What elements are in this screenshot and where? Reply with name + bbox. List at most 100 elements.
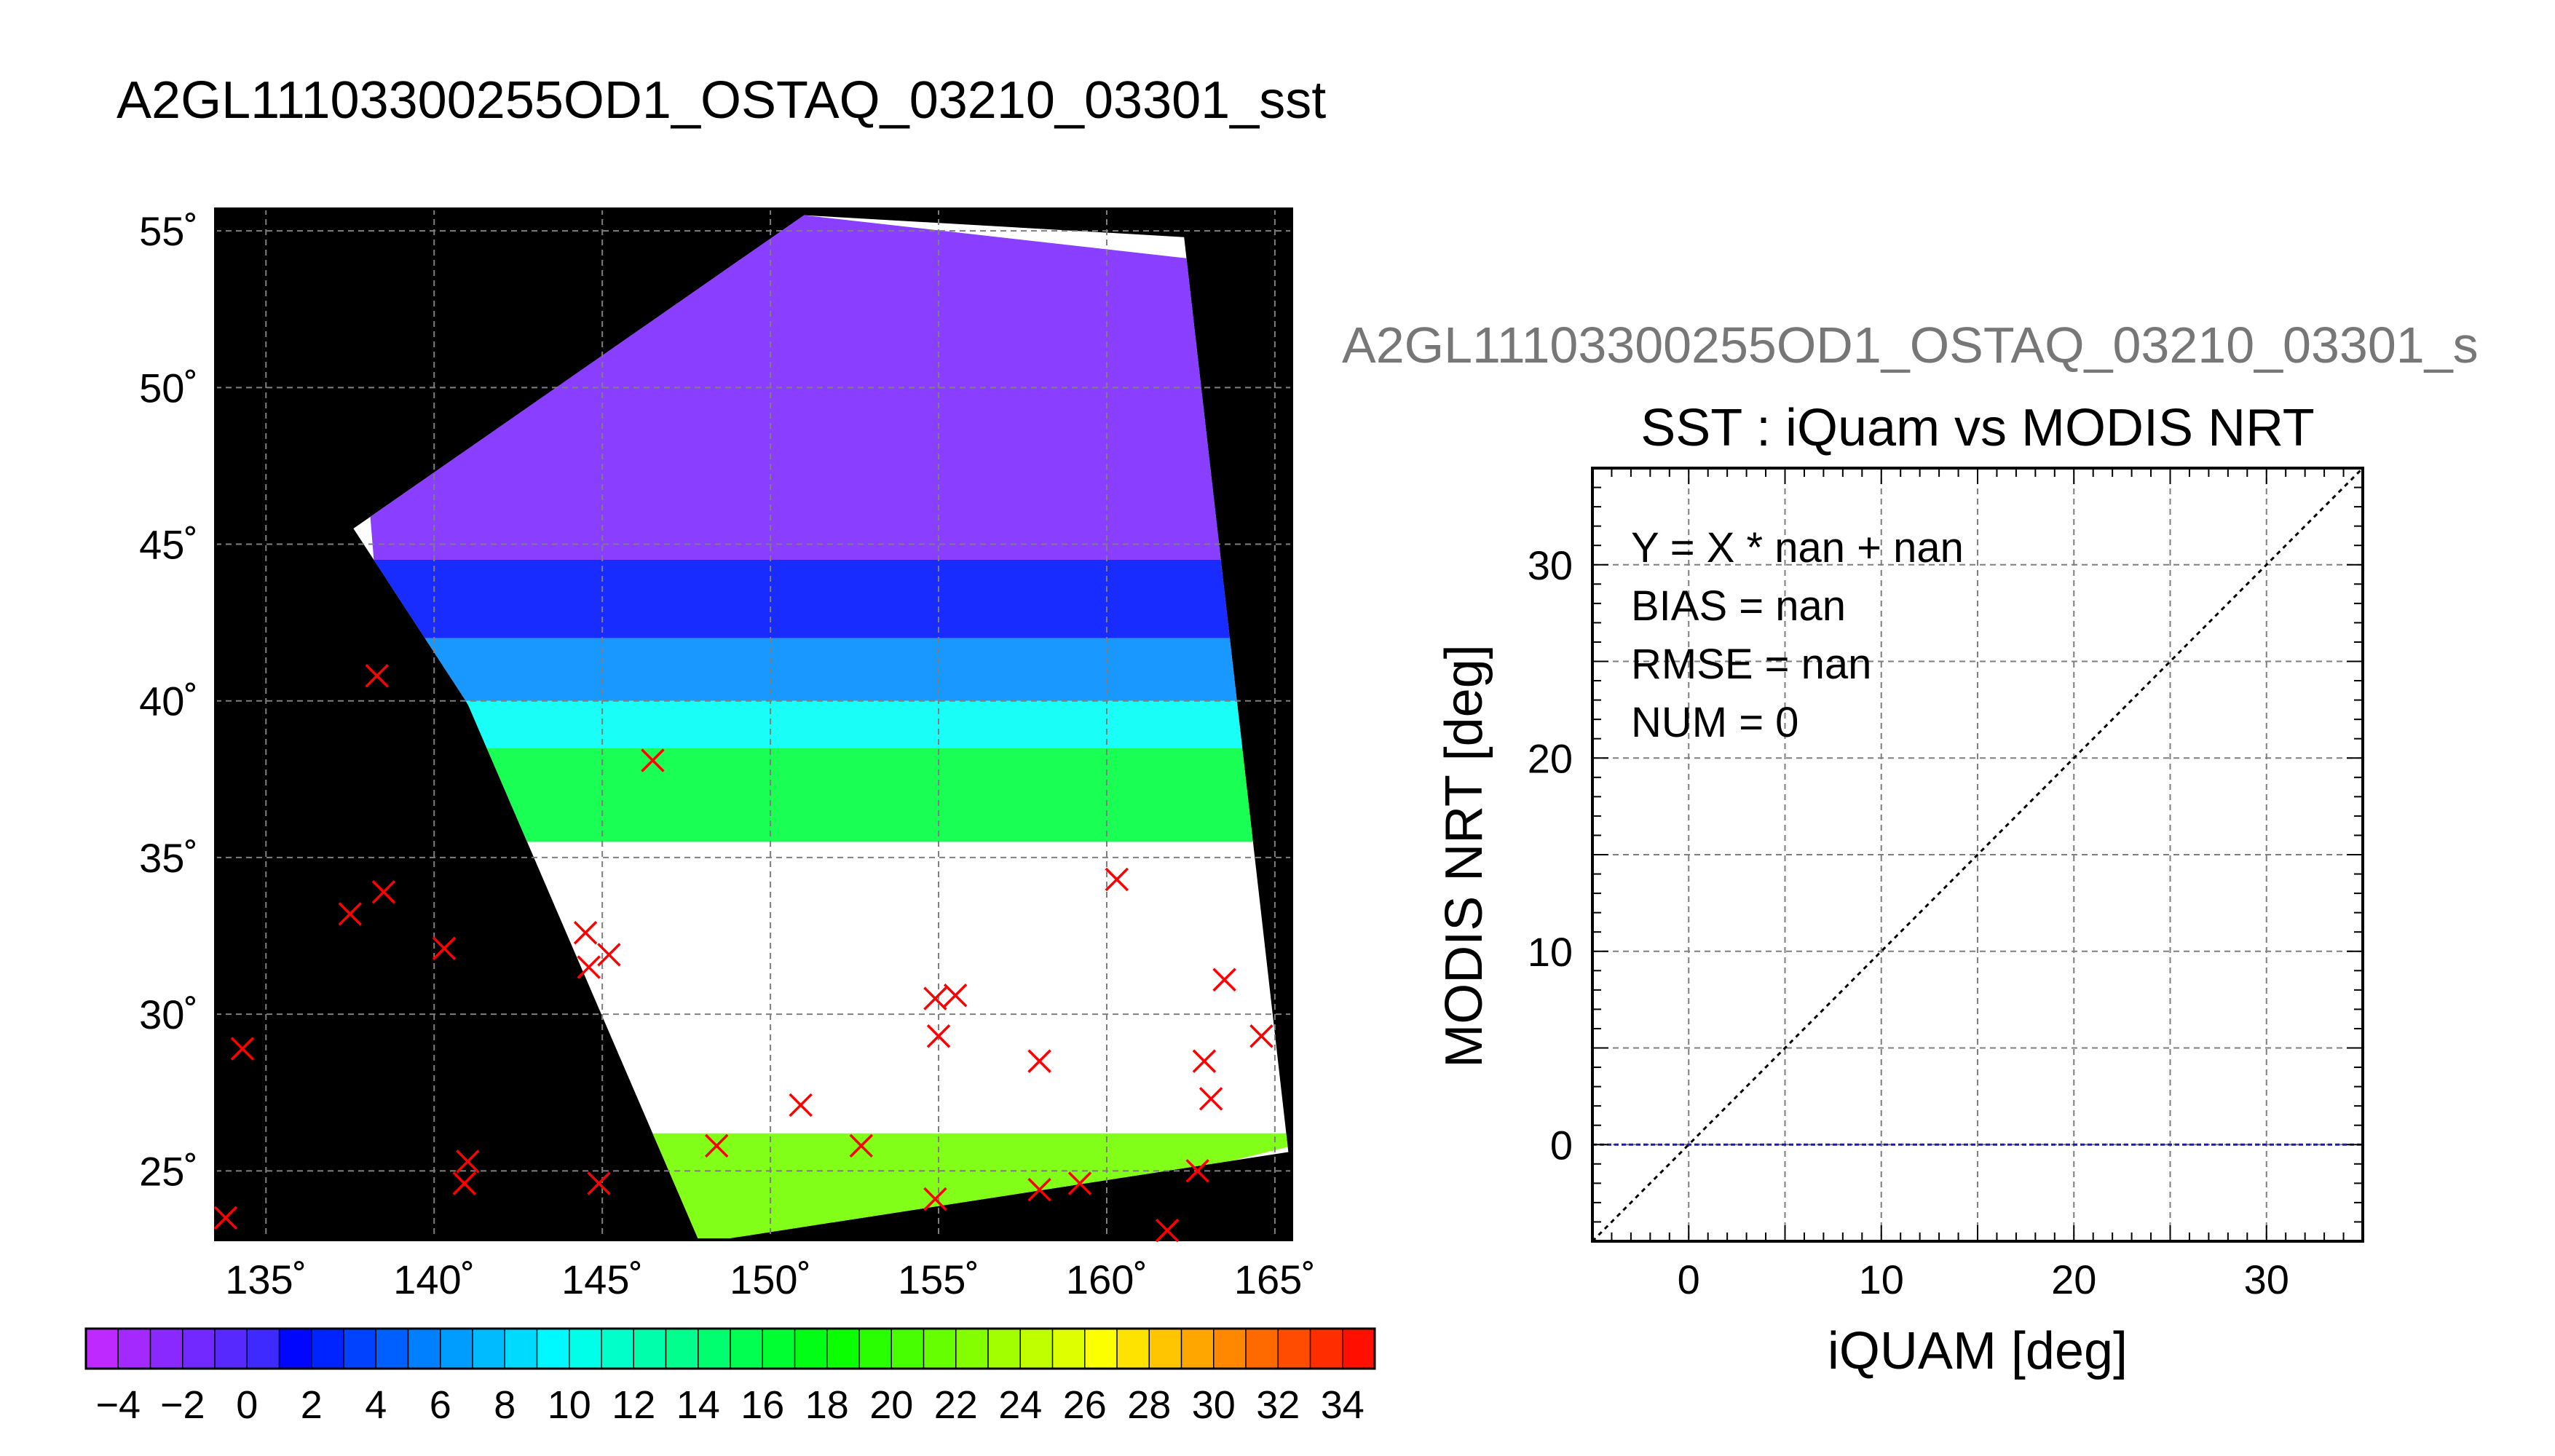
colorbar-cell	[601, 1329, 634, 1369]
iquam-marker	[641, 748, 665, 772]
sst-band-5	[652, 1133, 1288, 1240]
colorbar-cell	[955, 1329, 989, 1369]
iquam-marker-stroke	[365, 664, 389, 688]
scatter-x-tick-labels: 0 10 20 30	[1678, 1257, 2289, 1302]
map-x-tick-label: 165˚	[1234, 1257, 1316, 1302]
iquam-marker-stroke	[452, 1171, 477, 1195]
iquam-marker-stroke	[573, 920, 598, 945]
iquam-marker-stroke	[371, 880, 396, 904]
scatter-y-tick-label: 20	[1528, 735, 1573, 781]
colorbar-cell	[1149, 1329, 1182, 1369]
colorbar-cells	[85, 1329, 1375, 1369]
map-y-tick-label: 50˚	[139, 365, 198, 411]
colorbar-cell	[988, 1329, 1021, 1369]
iquam-marker	[597, 943, 621, 967]
colorbar-cell	[473, 1329, 505, 1369]
colorbar-tick-label: 32	[1256, 1383, 1300, 1427]
colorbar-cell	[762, 1329, 795, 1369]
iquam-marker-stroke	[1249, 1024, 1273, 1048]
iquam-marker-stroke	[789, 1093, 813, 1117]
colorbar-cell	[86, 1329, 119, 1369]
iquam-marker	[213, 1206, 238, 1230]
colorbar-cell	[1181, 1329, 1215, 1369]
colorbar-cell	[215, 1329, 248, 1369]
colorbar-frame	[84, 1327, 1376, 1370]
stats-line-bias: BIAS = nan	[1631, 582, 1846, 630]
iquam-marker	[1027, 1049, 1051, 1073]
colorbar-cell	[794, 1329, 828, 1369]
iquam-marker-stroke	[456, 1150, 480, 1174]
iquam-marker	[1027, 1177, 1051, 1202]
sst-colorbar: −4 −2 0 2 4 6 8 10 12 14 16 18 20 22 24 26 28 30 32 34	[84, 1327, 1376, 1427]
stats-line-count: NUM = 0	[1631, 699, 1798, 746]
scatter-y-axis-label: MODIS NRT [deg]	[1435, 644, 1493, 1068]
colorbar-cell	[344, 1329, 376, 1369]
colorbar-tick-label: 24	[998, 1383, 1042, 1427]
map-gridlines	[216, 209, 1292, 1240]
map-x-tick-label: 155˚	[898, 1257, 979, 1302]
colorbar-cell	[1213, 1329, 1247, 1369]
scatter-frame	[1591, 467, 2364, 1243]
colorbar-tick-label: 0	[236, 1383, 258, 1427]
sst-band-0	[370, 215, 1221, 560]
sst-bands	[370, 215, 1288, 1240]
colorbar-cell	[376, 1329, 408, 1369]
colorbar-tick-label: 14	[676, 1383, 720, 1427]
iquam-marker-stroke	[1198, 1087, 1223, 1111]
scatter-x-tick-label: 30	[2244, 1257, 2289, 1302]
iquam-marker	[849, 1133, 874, 1158]
iquam-marker-stroke	[213, 1206, 238, 1230]
map-x-tick-label: 150˚	[730, 1257, 811, 1302]
colorbar-tick-label: 20	[869, 1383, 913, 1427]
colorbar-tick-label: 2	[301, 1383, 323, 1427]
colorbar-cell	[730, 1329, 763, 1369]
stats-line-rmse: RMSE = nan	[1631, 641, 1871, 688]
iquam-marker-stroke	[587, 1171, 611, 1195]
colorbar-cell	[440, 1329, 473, 1369]
colorbar-tick-labels: −4 −2 0 2 4 6 8 10 12 14 16 18 20 22 24 26 28 30 32 34	[95, 1383, 1364, 1427]
iquam-marker	[577, 955, 601, 979]
colorbar-cell	[279, 1329, 312, 1369]
stats-line-regression: Y = X * nan + nan	[1631, 524, 1964, 571]
map-y-tick-label: 30˚	[139, 992, 198, 1037]
map-y-tick-label: 55˚	[139, 208, 198, 254]
colorbar-tick-label: 10	[548, 1383, 591, 1427]
scatter-panel: A2GL11103300255OD1_OSTAQ_03210_03301_s S…	[1342, 317, 2479, 1380]
colorbar-cell	[891, 1329, 924, 1369]
colorbar-tick-label: 30	[1192, 1383, 1236, 1427]
iquam-marker-stroke	[704, 1133, 729, 1158]
iquam-marker-stroke	[1105, 867, 1129, 892]
iquam-marker-stroke	[1192, 1049, 1217, 1073]
iquam-marker	[923, 986, 947, 1010]
scatter-x-tick-label: 0	[1678, 1257, 1700, 1302]
iquam-marker-stroke	[1155, 1218, 1180, 1243]
map-x-tick-label: 140˚	[393, 1257, 475, 1302]
colorbar-cell	[1246, 1329, 1279, 1369]
map-x-tick-labels: 135˚ 140˚ 145˚ 150˚ 155˚ 160˚ 165˚	[225, 1257, 1316, 1302]
colorbar-cell	[247, 1329, 280, 1369]
colorbar-cell	[666, 1329, 699, 1369]
colorbar-tick-label: −4	[95, 1383, 141, 1427]
scatter-y-tick-label: 0	[1550, 1122, 1573, 1168]
iquam-marker	[230, 1037, 255, 1061]
colorbar-cell	[633, 1329, 666, 1369]
figure-title: A2GL11103300255OD1_OSTAQ_03210_03301_sst	[117, 71, 1326, 130]
colorbar-cell	[1052, 1329, 1086, 1369]
iquam-marker	[1067, 1171, 1092, 1195]
iquam-marker	[365, 664, 389, 688]
colorbar-cell	[311, 1329, 344, 1369]
iquam-marker	[1192, 1049, 1217, 1073]
iquam-marker	[1249, 1024, 1273, 1048]
scatter-y-tick-label: 30	[1528, 542, 1573, 588]
iquam-marker	[432, 936, 457, 960]
colorbar-tick-label: 28	[1127, 1383, 1171, 1427]
iquam-marker-stroke	[923, 986, 947, 1010]
colorbar-cell	[150, 1329, 183, 1369]
colorbar-cell	[1342, 1329, 1375, 1369]
iquam-marker	[573, 920, 598, 945]
map-frame	[214, 207, 1293, 1241]
colorbar-cell	[182, 1329, 216, 1369]
colorbar-tick-label: 6	[430, 1383, 451, 1427]
identity-line	[1592, 468, 2363, 1241]
